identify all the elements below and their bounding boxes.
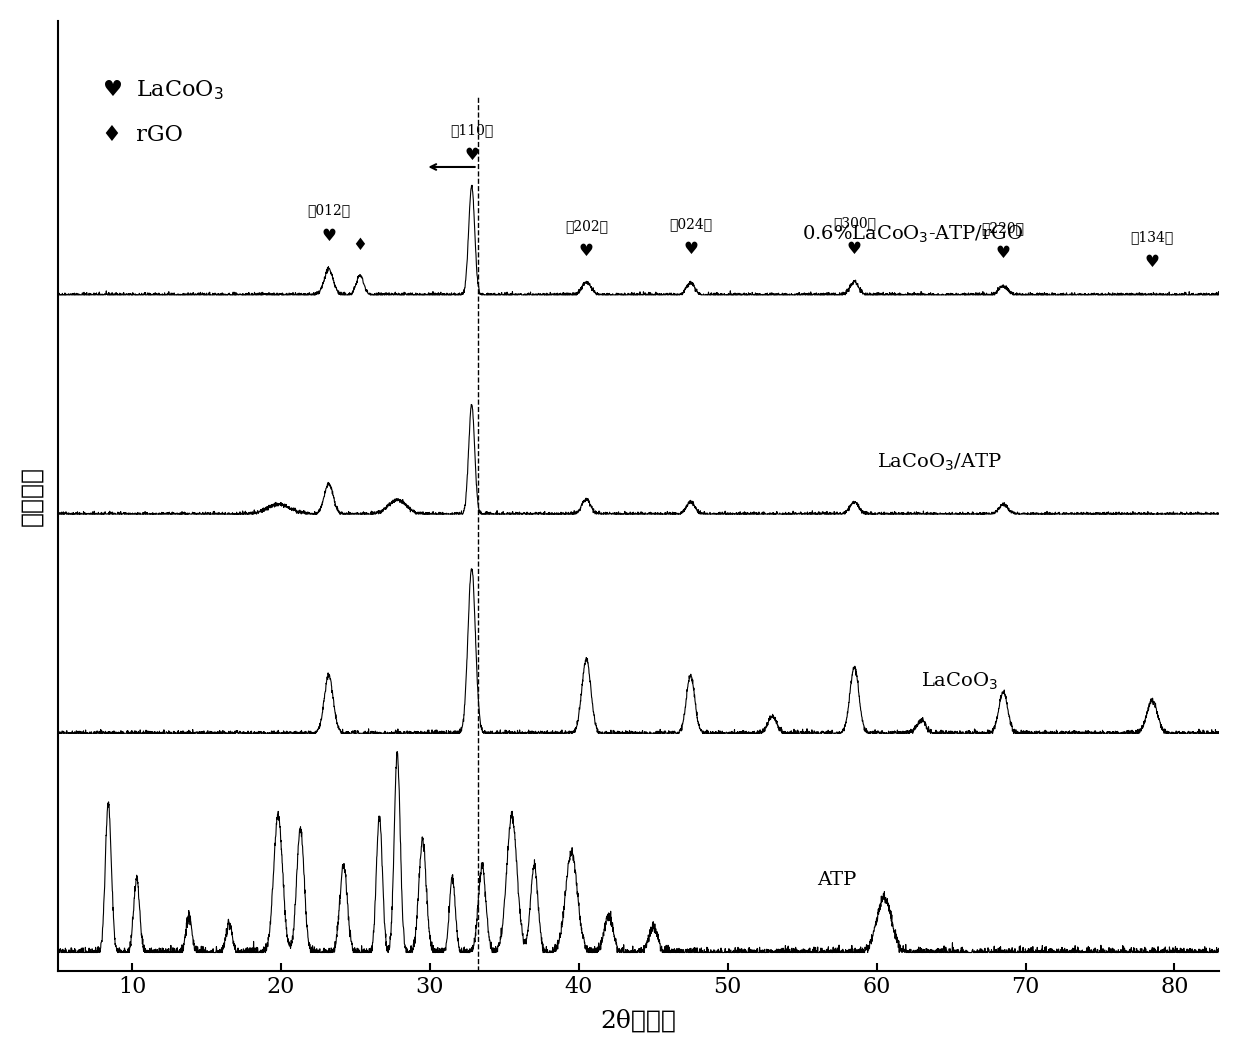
X-axis label: 2θ（度）: 2θ（度） <box>600 1009 676 1032</box>
Text: ♥: ♥ <box>847 241 862 258</box>
Text: ♥  LaCoO$_3$: ♥ LaCoO$_3$ <box>103 77 224 102</box>
Text: ♥: ♥ <box>1145 255 1159 272</box>
Text: （202）: （202） <box>565 219 608 233</box>
Text: LaCoO$_3$: LaCoO$_3$ <box>921 671 998 692</box>
Text: （024）: （024） <box>670 217 712 231</box>
Text: ♦: ♦ <box>352 237 367 255</box>
Text: ♥: ♥ <box>996 245 1011 262</box>
Text: ♥: ♥ <box>683 241 698 258</box>
Y-axis label: 相对强度: 相对强度 <box>21 465 43 525</box>
Text: （134）: （134） <box>1131 230 1174 244</box>
Text: （300）: （300） <box>833 217 875 231</box>
Text: ♥: ♥ <box>579 243 594 260</box>
Text: 0.6%LaCoO$_3$-ATP/rGO: 0.6%LaCoO$_3$-ATP/rGO <box>802 223 1024 244</box>
Text: ♥: ♥ <box>321 227 336 245</box>
Text: LaCoO$_3$/ATP: LaCoO$_3$/ATP <box>877 452 1002 473</box>
Text: （220）: （220） <box>982 221 1024 235</box>
Text: ATP: ATP <box>817 871 857 889</box>
Text: （012）: （012） <box>308 203 350 218</box>
Text: ♥: ♥ <box>464 147 479 164</box>
Text: （110）: （110） <box>450 123 494 137</box>
Text: ♦  rGO: ♦ rGO <box>103 124 184 146</box>
